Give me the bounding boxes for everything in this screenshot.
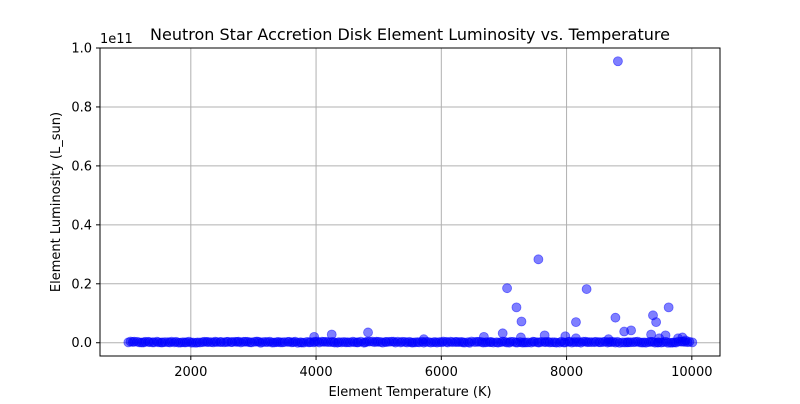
data-point <box>613 56 623 67</box>
data-point <box>326 329 337 340</box>
axis-ticks: 2000 4000 6000 8000 10000 0.0 0.2 0.4 0.6 0.8 1.0 <box>71 42 712 381</box>
x-tick-label: 8000 <box>550 365 583 380</box>
chart-title: Neutron Star Accretion Disk Element Lumi… <box>150 25 670 44</box>
plot-frame <box>99 47 721 357</box>
x-tick-label: 6000 <box>425 365 458 380</box>
data-point <box>660 330 671 341</box>
x-tick-label: 10000 <box>671 365 712 380</box>
y-offset-label: 1e11 <box>100 32 133 47</box>
data-point <box>603 334 614 345</box>
y-tick-label: 0.8 <box>71 100 92 115</box>
data-points <box>123 56 698 348</box>
data-point <box>502 283 512 294</box>
data-point <box>515 332 526 343</box>
data-point <box>539 330 550 341</box>
data-point <box>497 328 508 339</box>
data-point <box>610 312 621 323</box>
data-point <box>363 327 373 338</box>
data-point <box>571 333 581 344</box>
data-point <box>560 331 571 342</box>
data-point <box>663 302 674 313</box>
data-point <box>581 284 592 294</box>
y-axis-label: Element Luminosity (L_sun) <box>49 112 64 292</box>
data-point <box>516 316 527 327</box>
data-point <box>571 317 581 328</box>
data-point <box>533 254 544 265</box>
data-point <box>418 334 429 345</box>
data-point <box>511 302 522 313</box>
data-point <box>646 329 657 340</box>
data-point <box>680 335 691 346</box>
y-tick-label: 0.0 <box>71 336 92 351</box>
x-axis-label: Element Temperature (K) <box>328 385 491 400</box>
y-tick-label: 0.6 <box>71 159 92 174</box>
x-tick-label: 4000 <box>300 365 333 380</box>
y-tick-label: 0.2 <box>71 277 92 292</box>
y-tick-label: 1.0 <box>71 42 92 57</box>
data-point <box>478 331 489 342</box>
y-tick-label: 0.4 <box>71 218 92 233</box>
x-tick-label: 2000 <box>174 365 207 380</box>
data-point <box>651 317 662 328</box>
data-point <box>626 325 636 336</box>
data-point <box>309 331 320 342</box>
